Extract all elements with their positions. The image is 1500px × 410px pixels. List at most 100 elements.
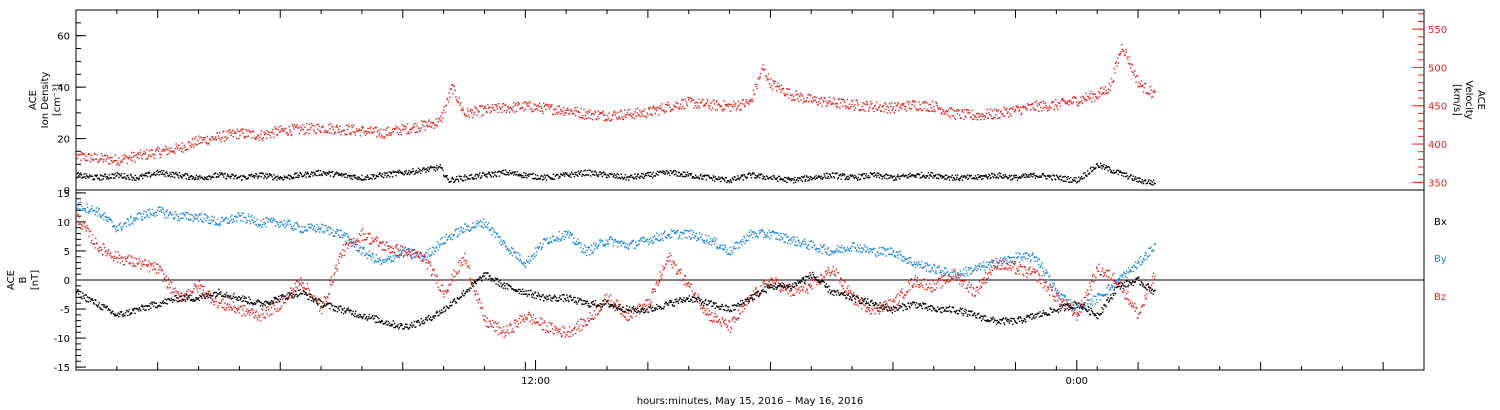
- velocity-point: [739, 109, 741, 111]
- velocity-point: [782, 87, 785, 90]
- velocity-point: [895, 109, 897, 111]
- velocity-point: [131, 159, 134, 162]
- velocity-point: [686, 103, 688, 105]
- velocity-point: [978, 113, 981, 115]
- density-point: [939, 174, 941, 176]
- velocity-point: [973, 118, 975, 120]
- density-point: [321, 174, 324, 177]
- by-point: [257, 225, 259, 228]
- density-point: [460, 175, 463, 178]
- by-point: [536, 246, 539, 248]
- by-point: [509, 253, 511, 255]
- by-point: [771, 230, 774, 232]
- velocity-point: [299, 125, 301, 128]
- density-point: [741, 174, 743, 176]
- by-point: [1109, 289, 1111, 291]
- velocity-point: [695, 101, 697, 103]
- by-point: [626, 246, 628, 248]
- velocity-point: [952, 109, 954, 111]
- bz-point: [86, 227, 89, 229]
- density-point: [743, 174, 746, 176]
- by-point: [292, 229, 294, 231]
- by-point: [1024, 252, 1026, 254]
- density-point: [1133, 179, 1135, 182]
- velocity-point: [209, 138, 211, 140]
- by-point: [564, 236, 567, 238]
- velocity-point: [743, 105, 746, 108]
- velocity-point: [389, 134, 391, 136]
- density-point: [1106, 166, 1109, 168]
- by-point: [584, 251, 586, 253]
- by-point: [130, 215, 132, 217]
- velocity-point: [449, 96, 451, 98]
- bz-point: [120, 256, 123, 258]
- density-point: [1112, 172, 1114, 174]
- by-point: [312, 229, 314, 231]
- velocity-point: [359, 129, 361, 132]
- by-point: [873, 248, 876, 250]
- density-point: [193, 177, 195, 179]
- density-point: [116, 171, 119, 174]
- velocity-point: [540, 106, 542, 108]
- density-point: [651, 173, 653, 175]
- by-point: [1087, 299, 1090, 301]
- velocity-point: [829, 96, 831, 98]
- velocity-point: [495, 104, 497, 106]
- density-point: [675, 173, 677, 175]
- by-point: [1043, 272, 1045, 275]
- by-point: [260, 219, 262, 222]
- by-point: [300, 231, 303, 234]
- density-point: [984, 174, 987, 176]
- by-point: [547, 241, 550, 243]
- velocity-point: [698, 106, 701, 109]
- by-point: [1055, 291, 1058, 293]
- bz-point: [151, 262, 153, 265]
- density-point: [841, 175, 843, 177]
- by-point: [887, 248, 889, 250]
- by-point: [149, 212, 151, 214]
- velocity-point: [159, 156, 162, 158]
- by-point: [359, 247, 361, 249]
- velocity-point: [184, 146, 186, 149]
- velocity-point: [340, 133, 342, 136]
- density-point: [1050, 175, 1052, 177]
- bz-point: [157, 263, 159, 266]
- by-point: [423, 257, 425, 259]
- velocity-point: [805, 101, 807, 103]
- velocity-point: [500, 107, 502, 110]
- density-point: [364, 178, 366, 180]
- by-point: [622, 242, 625, 244]
- velocity-point: [347, 124, 349, 126]
- velocity-point: [907, 100, 909, 102]
- velocity-point: [1040, 106, 1042, 109]
- by-point: [201, 221, 204, 223]
- density-point: [190, 174, 192, 177]
- velocity-point: [191, 143, 193, 145]
- velocity-point: [1093, 99, 1096, 102]
- by-point: [544, 238, 546, 241]
- by-point: [163, 211, 165, 214]
- by-point: [1147, 256, 1149, 258]
- by-point: [1084, 305, 1086, 307]
- density-point: [400, 171, 402, 173]
- velocity-point: [652, 105, 654, 107]
- bz-point: [152, 265, 155, 268]
- density-point: [311, 172, 313, 174]
- density-point: [210, 178, 212, 180]
- bz-point: [121, 260, 123, 262]
- by-point: [161, 211, 163, 213]
- density-point: [759, 174, 761, 176]
- by-point: [454, 230, 456, 232]
- density-point: [592, 174, 595, 176]
- density-point: [1126, 175, 1128, 177]
- density-point: [352, 175, 354, 177]
- by-point: [1133, 264, 1135, 266]
- density-point: [1072, 178, 1074, 181]
- velocity-point: [150, 149, 152, 151]
- velocity-point: [372, 128, 375, 130]
- by-point: [118, 223, 121, 225]
- velocity-point: [123, 157, 126, 160]
- density-point: [666, 173, 669, 175]
- density-point: [379, 173, 381, 175]
- velocity-point: [551, 104, 553, 106]
